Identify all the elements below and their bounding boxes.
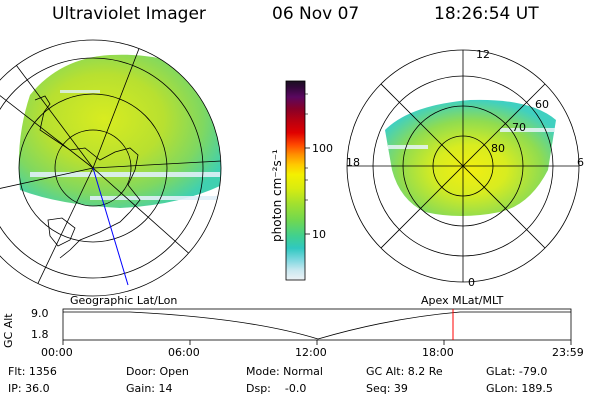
mode-value: Mode: Normal [246,365,323,378]
mlt-label-18: 18 [346,156,360,169]
mlt-label-12: 12 [476,48,490,61]
geographic-map [0,40,221,296]
orbit-track [92,167,129,286]
colorbar [285,80,306,281]
apex-panel-label: Apex MLat/MLT [421,294,504,307]
altitude-xtick-1200: 12:00 [295,346,327,359]
coastline [34,95,141,259]
dsp-value: Dsp: -0.0 [246,382,307,395]
geo-panel-label: Geographic Lat/Lon [70,294,178,307]
sequence-number: Seq: 39 [366,382,408,395]
apex-map [347,50,579,282]
apex-outer-ring [346,49,580,283]
gain-value: Gain: 14 [126,382,173,395]
gc-altitude: GC Alt: 8.2 Re [366,365,443,378]
mlat-label-70: 70 [512,121,526,134]
colorbar-tick-100: 100 [312,142,333,155]
geo-longitude: GLon: 189.5 [486,382,553,395]
altitude-xtick-2359: 23:59 [552,346,584,359]
altitude-xtick-1800: 18:00 [422,346,454,359]
altitude-ytick-1-8: 1.8 [31,328,49,341]
ip-value: IP: 36.0 [8,382,50,395]
altitude-ytick-9: 9.0 [31,307,49,320]
apex-image-footprint [385,99,556,216]
time-label: 18:26:54 UT [434,4,539,24]
altitude-plot-frame [62,308,572,341]
mlat-label-80: 80 [491,142,505,155]
altitude-xtick-0000: 00:00 [41,346,73,359]
mlat-label-60: 60 [535,98,549,111]
colorbar-unit-label: photon cm⁻²s⁻¹ [270,149,284,242]
flight-number: Flt: 1356 [8,365,57,378]
altitude-ylabel: GC Alt [2,313,15,348]
mlt-label-0: 0 [468,276,475,289]
geo-outer-ring [0,39,222,297]
date-label: 06 Nov 07 [272,4,360,24]
colorbar-tick-10: 10 [312,228,326,241]
door-status: Door: Open [126,365,189,378]
mlt-label-6: 6 [577,156,584,169]
geo-latitude: GLat: -79.0 [486,365,548,378]
instrument-title: Ultraviolet Imager [52,4,206,24]
altitude-xtick-0600: 06:00 [168,346,200,359]
geo-image-footprint [18,54,221,208]
altitude-curve [63,311,571,340]
